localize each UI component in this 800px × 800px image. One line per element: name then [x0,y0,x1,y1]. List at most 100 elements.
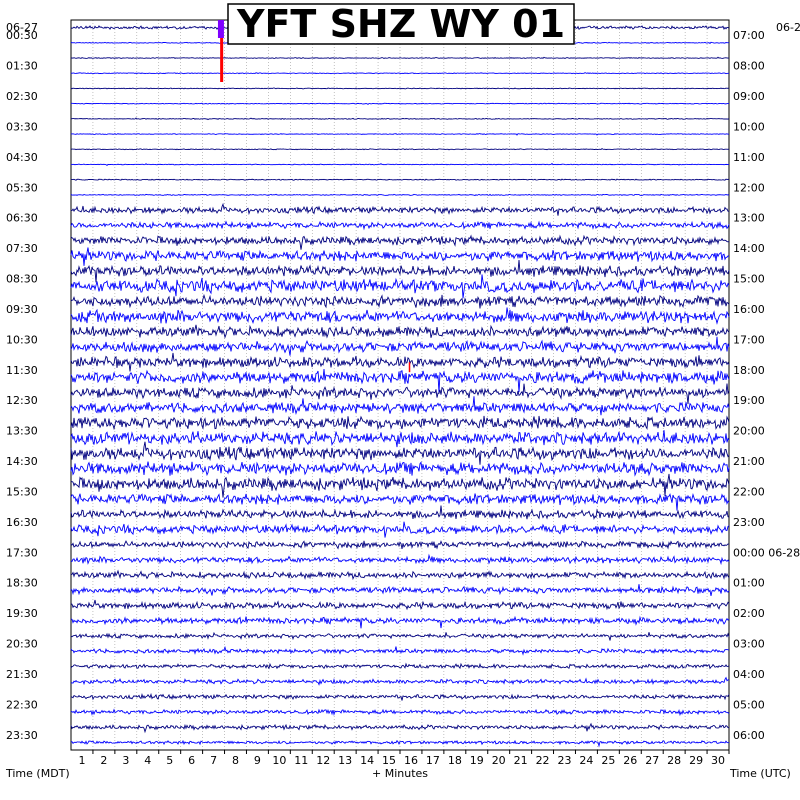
trace-line [70,220,730,231]
date-right-label: 06-2 [776,21,800,34]
left-time-label: 11:30 [6,364,38,377]
chart-title: YFT SHZ WY 01 [236,2,565,46]
event-marker [220,20,224,82]
trace-line [70,599,730,611]
right-time-label: 15:00 [733,273,765,286]
right-time-label: 08:00 [733,60,765,73]
trace-line [70,324,730,339]
trace-line [71,553,730,566]
left-time-label: 08:30 [6,273,38,286]
left-time-label: 14:30 [6,455,38,468]
left-time-label: 10:30 [6,333,38,346]
trace-line [70,615,730,629]
right-time-label: 22:00 [733,485,765,498]
x-tick-label: 6 [188,754,195,767]
left-time-label: 17:30 [6,546,38,559]
left-time-label: 12:30 [6,394,38,407]
x-axis-ticks: 1 2 3 4 5 6 7 8 9 10 11 12 13 14 15 16 17 18 19 20 21 22 23 24 2… [78,750,730,767]
trace-line [70,307,730,325]
left-time-label: 01:30 [6,60,38,73]
event-marker [217,20,224,38]
x-tick-label: 9 [254,754,261,767]
trace-line [70,676,730,686]
trace-line [70,178,730,181]
trace-line [70,368,730,393]
right-time-label: 04:00 [733,668,765,681]
trace-line [70,415,730,431]
trace-line [70,430,730,448]
x-tick-label: 29 [689,754,703,767]
x-tick-label: 8 [232,754,239,767]
x-tick-label: 7 [210,754,217,767]
x-tick-label: 11 [294,754,308,767]
x-tick-label: 5 [166,754,173,767]
x-tick-label: 14 [360,754,374,767]
x-tick-label: 10 [272,754,286,767]
left-time-label: 21:30 [6,668,38,681]
trace-line [71,132,730,136]
title-box [227,3,575,45]
x-tick-label: 2 [100,754,107,767]
trace-line [70,72,730,75]
x-tick-label: 24 [579,754,593,767]
right-time-label: 06:00 [733,729,765,742]
left-time-label: 19:30 [6,607,38,620]
trace-line [70,631,730,641]
trace-line [70,202,730,216]
left-time-label: 06:30 [6,212,38,225]
right-time-label: 11:00 [733,151,765,164]
trace-line [70,274,730,299]
left-time-label: 05:30 [6,181,38,194]
x-tick-label: 3 [122,754,129,767]
x-tick-label: 20 [492,754,506,767]
trace-line [70,569,730,581]
x-tick-label: 1 [78,754,85,767]
right-time-label: 10:00 [733,120,765,133]
left-time-label: 22:30 [6,698,38,711]
x-tick-label: 30 [711,754,725,767]
right-time-label: 21:00 [733,455,765,468]
trace-line [70,739,730,748]
trace-line [70,540,730,550]
trace-line [70,56,730,60]
right-time-label: 12:00 [733,181,765,194]
right-time-label: 01:00 [733,577,765,590]
trace-line [70,87,730,90]
trace-line [70,692,730,701]
trace-line [70,441,730,465]
trace-line [70,396,730,416]
x-tick-label: 18 [448,754,462,767]
trace-line [70,708,730,717]
trace-line [70,645,730,656]
trace-line [70,193,730,197]
trace-line [70,117,730,121]
x-tick-label: 13 [338,754,352,767]
event-markers [217,20,411,373]
x-tick-label: 21 [514,754,528,767]
x-axis-label: + Minutes [372,767,428,780]
x-tick-label: 25 [601,754,615,767]
right-time-label: 17:00 [733,333,765,346]
x-tick-label: 19 [470,754,484,767]
right-time-label: 00:00 06-28 [733,546,800,559]
trace-line [70,473,730,498]
right-time-label: 20:00 [733,425,765,438]
left-time-label: 09:30 [6,303,38,316]
left-time-label: 13:30 [6,425,38,438]
x-tick-label: 12 [316,754,330,767]
time-labels: 00:30 01:30 02:30 03:30 04:30 05:30 06:30 07:30… [6,29,800,742]
left-time-label: 18:30 [6,577,38,590]
left-time-label: 02:30 [6,90,38,103]
x-tick-label: 16 [404,754,418,767]
x-tick-label: 27 [645,754,659,767]
trace-line [70,584,730,596]
right-time-label: 07:00 [733,29,765,42]
right-time-label: 19:00 [733,394,765,407]
trace-line [70,505,730,520]
trace-line [70,247,730,266]
x-tick-label: 28 [667,754,681,767]
trace-line [70,102,729,105]
x-tick-label: 4 [144,754,151,767]
right-time-label: 09:00 [733,90,765,103]
